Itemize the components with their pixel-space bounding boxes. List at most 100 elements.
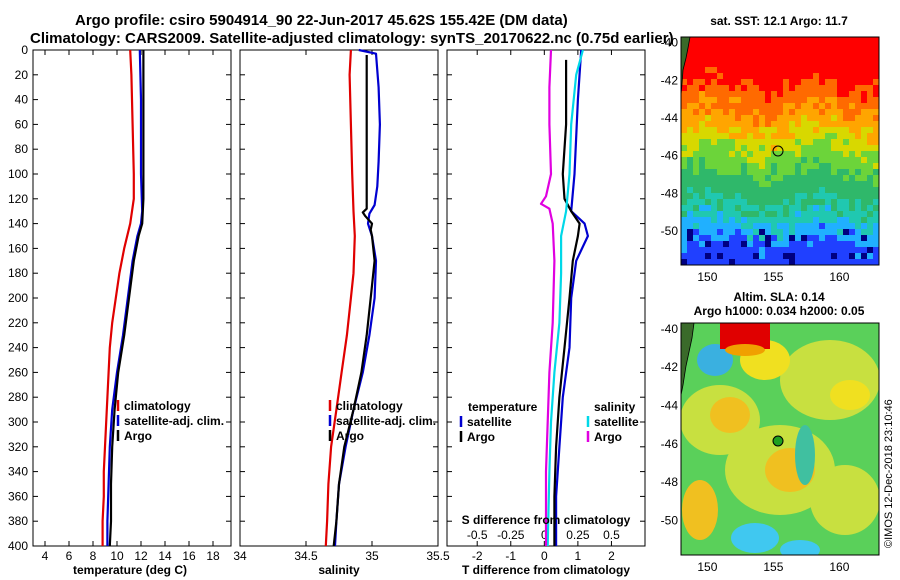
sst-cell (777, 157, 783, 163)
sst-cell (777, 235, 783, 241)
sst-cell (735, 49, 741, 55)
legend-label-t-satellite: satellite (467, 415, 512, 429)
sst-cell (699, 157, 705, 163)
legend-label-t-argo: Argo (467, 430, 495, 444)
sst-cell (789, 223, 795, 229)
sst-cell (681, 121, 687, 127)
sst-cell (777, 127, 783, 133)
sst-cell (795, 115, 801, 121)
sst-cell (861, 187, 867, 193)
sst-cell (789, 247, 795, 253)
sla-map-ytick-label: -44 (661, 398, 679, 412)
sst-cell (753, 223, 759, 229)
sst-cell (867, 145, 873, 151)
sst-cell (723, 181, 729, 187)
difference-xtick-label: -1 (505, 549, 516, 563)
sst-cell (867, 55, 873, 61)
sst-cell (777, 169, 783, 175)
sst-cell (693, 133, 699, 139)
sst-cell (759, 187, 765, 193)
sst-cell (723, 151, 729, 157)
sst-cell (747, 103, 753, 109)
sst-cell (777, 223, 783, 229)
sst-cell (789, 259, 795, 265)
sst-cell (711, 127, 717, 133)
sst-cell (849, 223, 855, 229)
sst-cell (747, 157, 753, 163)
sst-cell (867, 85, 873, 91)
sst-cell (795, 61, 801, 67)
sst-cell (801, 133, 807, 139)
sst-cell (687, 259, 693, 265)
sst-cell (861, 61, 867, 67)
sst-cell (873, 253, 879, 259)
sst-cell (741, 199, 747, 205)
sst-cell (777, 55, 783, 61)
sst-cell (693, 127, 699, 133)
sst-cell (789, 229, 795, 235)
sst-cell (711, 169, 717, 175)
sst-map-xtick-label: 150 (697, 270, 717, 284)
sst-cell (705, 61, 711, 67)
sst-cell (705, 259, 711, 265)
sst-cell (825, 109, 831, 115)
sst-cell (855, 259, 861, 265)
sst-cell (831, 67, 837, 73)
sst-cell (819, 211, 825, 217)
sla-map-ytick-label: -40 (661, 322, 679, 336)
depth-tick-label: 340 (8, 465, 28, 479)
sst-cell (813, 175, 819, 181)
sst-cell (843, 169, 849, 175)
sst-cell (699, 91, 705, 97)
sst-cell (729, 181, 735, 187)
sst-cell (711, 139, 717, 145)
sst-cell (693, 223, 699, 229)
sst-cell (837, 235, 843, 241)
sst-cell (687, 253, 693, 259)
salinity-line-climatology (324, 49, 356, 547)
sst-cell (723, 217, 729, 223)
difference-xtick-label: 1 (575, 549, 582, 563)
sst-cell (789, 139, 795, 145)
sst-cell (735, 79, 741, 85)
sst-cell (819, 181, 825, 187)
sst-map-ytick-label: -48 (661, 186, 679, 200)
depth-tick-label: 0 (21, 43, 28, 57)
sst-cell (831, 79, 837, 85)
sst-cell (789, 157, 795, 163)
sst-cell (867, 211, 873, 217)
sst-cell (765, 139, 771, 145)
sst-cell (753, 163, 759, 169)
sst-cell (813, 235, 819, 241)
sst-cell (819, 55, 825, 61)
sst-cell (777, 187, 783, 193)
sst-cell (873, 169, 879, 175)
sst-cell (843, 181, 849, 187)
sst-cell (681, 163, 687, 169)
sst-cell (741, 49, 747, 55)
sst-cell (711, 79, 717, 85)
sst-cell (831, 115, 837, 121)
sst-cell (813, 79, 819, 85)
sst-cell (783, 241, 789, 247)
sst-cell (801, 211, 807, 217)
sst-cell (771, 169, 777, 175)
sst-cell (747, 67, 753, 73)
sst-cell (771, 229, 777, 235)
difference-stick-label: 0.5 (603, 528, 620, 542)
sst-cell (795, 217, 801, 223)
sst-cell (801, 193, 807, 199)
sst-cell (699, 37, 705, 43)
sst-cell (861, 211, 867, 217)
sst-cell (765, 133, 771, 139)
sst-cell (867, 61, 873, 67)
sst-cell (729, 67, 735, 73)
sst-cell (795, 211, 801, 217)
sst-cell (873, 247, 879, 253)
sst-cell (783, 169, 789, 175)
sst-cell (849, 37, 855, 43)
depth-tick-label: 360 (8, 489, 28, 503)
sst-cell (747, 223, 753, 229)
sst-cell (837, 127, 843, 133)
sst-cell (699, 247, 705, 253)
